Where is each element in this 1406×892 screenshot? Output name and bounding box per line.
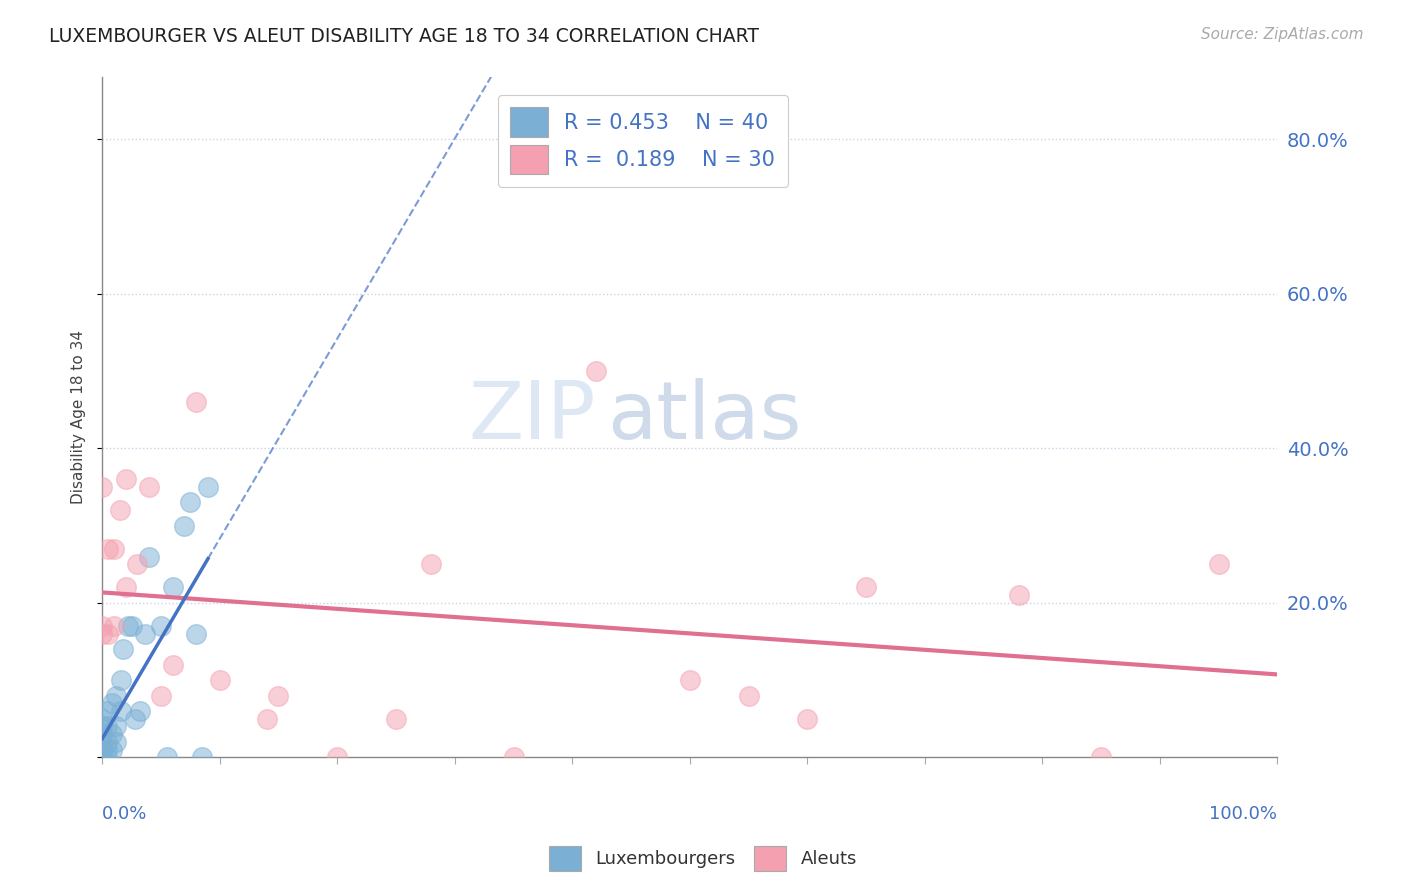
Point <box>385 712 408 726</box>
Point <box>267 689 290 703</box>
Point <box>91 750 114 764</box>
Point <box>179 495 201 509</box>
Point <box>91 719 114 733</box>
Text: atlas: atlas <box>607 378 801 457</box>
Y-axis label: Disability Age 18 to 34: Disability Age 18 to 34 <box>72 330 86 504</box>
Point <box>91 750 114 764</box>
Point <box>96 750 118 764</box>
Point <box>186 627 208 641</box>
Point <box>134 627 156 641</box>
Point <box>114 472 136 486</box>
Point <box>91 750 114 764</box>
Point <box>105 735 128 749</box>
Point <box>97 627 120 641</box>
Point <box>149 689 172 703</box>
Point <box>96 742 118 756</box>
Text: LUXEMBOURGER VS ALEUT DISABILITY AGE 18 TO 34 CORRELATION CHART: LUXEMBOURGER VS ALEUT DISABILITY AGE 18 … <box>49 27 759 45</box>
Point <box>91 735 114 749</box>
Point <box>100 727 122 741</box>
Point <box>91 750 114 764</box>
Point <box>173 518 195 533</box>
Point <box>91 742 114 756</box>
Point <box>1090 750 1112 764</box>
Point <box>117 619 139 633</box>
Point <box>186 395 208 409</box>
Point <box>105 719 128 733</box>
Point <box>91 750 114 764</box>
Point <box>121 619 143 633</box>
Point <box>103 619 125 633</box>
Point <box>138 480 160 494</box>
Point <box>91 727 114 741</box>
Point <box>96 719 118 733</box>
Point <box>91 619 114 633</box>
Point <box>737 689 759 703</box>
Point <box>326 750 349 764</box>
Legend: R = 0.453    N = 40, R =  0.189    N = 30: R = 0.453 N = 40, R = 0.189 N = 30 <box>498 95 787 187</box>
Point <box>502 750 524 764</box>
Point <box>162 657 184 672</box>
Point <box>105 689 128 703</box>
Point <box>138 549 160 564</box>
Point <box>256 712 278 726</box>
Point <box>91 742 114 756</box>
Point <box>197 480 219 494</box>
Point <box>191 750 214 764</box>
Point <box>91 712 114 726</box>
Point <box>91 750 114 764</box>
Point <box>1208 558 1230 572</box>
Point <box>585 364 607 378</box>
Point <box>97 541 120 556</box>
Point <box>162 581 184 595</box>
Point <box>127 558 149 572</box>
Text: 100.0%: 100.0% <box>1209 805 1277 823</box>
Point <box>114 581 136 595</box>
Point <box>855 581 877 595</box>
Text: 0.0%: 0.0% <box>103 805 148 823</box>
Point <box>96 735 118 749</box>
Point <box>91 480 114 494</box>
Point <box>679 673 702 687</box>
Text: Source: ZipAtlas.com: Source: ZipAtlas.com <box>1201 27 1364 42</box>
Point <box>128 704 150 718</box>
Point <box>208 673 231 687</box>
Point <box>100 742 122 756</box>
Point <box>110 704 132 718</box>
Point <box>149 619 172 633</box>
Point <box>96 704 118 718</box>
Point <box>110 673 132 687</box>
Point <box>103 541 125 556</box>
Point <box>108 503 131 517</box>
Point <box>420 558 443 572</box>
Point <box>91 627 114 641</box>
Text: ZIP: ZIP <box>468 378 596 457</box>
Point <box>100 696 122 710</box>
Point <box>112 642 135 657</box>
Point <box>1008 588 1031 602</box>
Point <box>156 750 179 764</box>
Legend: Luxembourgers, Aleuts: Luxembourgers, Aleuts <box>541 838 865 879</box>
Point <box>124 712 146 726</box>
Point <box>796 712 818 726</box>
